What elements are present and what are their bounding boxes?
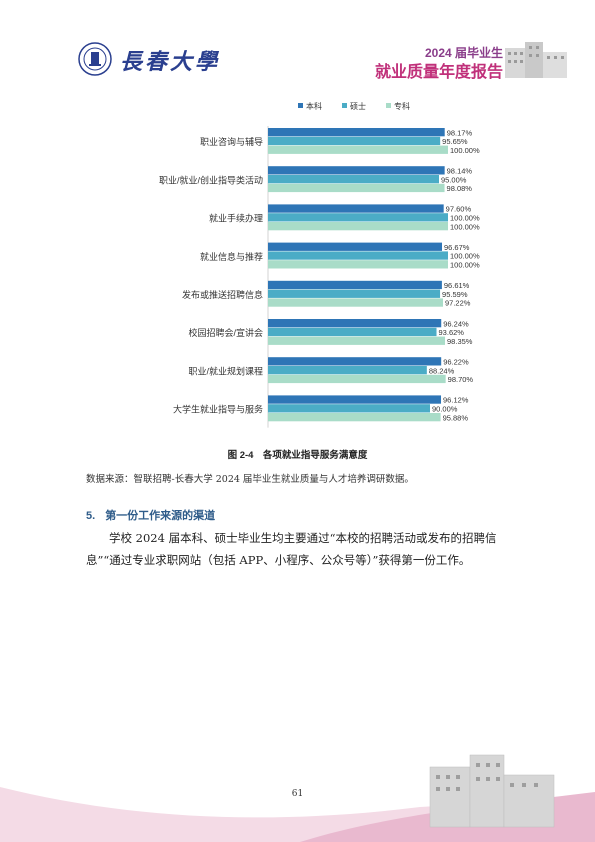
category-label: 校园招聘会/宣讲会 [188, 327, 263, 338]
data-label: 93.62% [439, 328, 465, 337]
data-label: 88.24% [429, 366, 455, 375]
data-label: 96.67% [444, 243, 470, 252]
category-label: 大学生就业指导与服务 [173, 404, 263, 415]
bar [268, 136, 441, 146]
bar [268, 327, 437, 337]
bar [268, 175, 439, 184]
legend-swatch [298, 103, 303, 108]
bar [268, 222, 448, 231]
data-label: 98.35% [447, 337, 473, 346]
university-name: 長春大學 [120, 49, 221, 75]
data-label: 100.00% [450, 252, 480, 261]
bar [268, 145, 448, 154]
data-label: 100.00% [450, 261, 480, 270]
section-heading: 5. 第一份工作来源的渠道 [86, 507, 215, 523]
data-label: 95.88% [443, 413, 469, 422]
university-logo [78, 42, 112, 76]
body-paragraph: 学校 2024 届本科、硕士毕业生均主要通过“本校的招聘活动或发布的招聘信息”“… [86, 531, 497, 567]
category-label: 职业/就业规划课程 [188, 365, 263, 376]
category-label: 发布或推送招聘信息 [182, 289, 263, 300]
data-label: 98.08% [447, 184, 473, 193]
data-label: 100.00% [450, 214, 480, 223]
bar [268, 413, 441, 422]
data-label: 95.65% [442, 137, 468, 146]
bar [268, 336, 446, 345]
data-label: 97.60% [446, 205, 472, 214]
bar [268, 395, 442, 404]
category-label: 职业/就业/创业指导类活动 [159, 174, 263, 185]
bar [268, 204, 444, 213]
footer-decoration [0, 754, 595, 842]
data-label: 90.00% [432, 405, 458, 414]
bar [268, 289, 441, 298]
data-label: 95.00% [441, 175, 467, 184]
data-label: 98.14% [447, 167, 473, 176]
data-label: 100.00% [450, 146, 480, 155]
data-label: 96.22% [443, 358, 469, 367]
bar [268, 298, 443, 307]
category-label: 就业信息与推荐 [200, 251, 263, 262]
bar [268, 260, 448, 269]
bar [268, 357, 442, 366]
legend-label: 硕士 [350, 101, 366, 111]
figure-caption: 图 2-4 各项就业指导服务满意度 [227, 450, 368, 461]
data-source-note: 数据来源：智联招聘-长春大学 2024 届毕业生就业质量与人才培养调研数据。 [86, 474, 414, 485]
legend-label: 本科 [306, 101, 322, 111]
data-label: 96.12% [443, 396, 469, 405]
bar [268, 128, 445, 137]
category-label: 就业手续办理 [209, 213, 263, 224]
legend-label: 专科 [394, 101, 410, 111]
report-year: 2024 届毕业生 [424, 46, 503, 60]
satisfaction-bar-chart: 本科 硕士 专科职业咨询与辅导98.17%95.65%100.00%职业/就业/创业… [159, 101, 480, 428]
legend-swatch [386, 103, 391, 108]
section-title: 第一份工作来源的渠道 [105, 510, 216, 522]
bar [268, 319, 442, 328]
bar [268, 374, 446, 384]
bar [268, 366, 427, 375]
section-number: 5. [86, 510, 96, 522]
bar [268, 183, 445, 193]
category-label: 职业咨询与辅导 [200, 136, 263, 147]
bar [268, 404, 430, 413]
report-title: 就业质量年度报告 [374, 64, 503, 81]
legend-swatch [342, 103, 347, 108]
data-label: 96.61% [444, 281, 470, 290]
bar [268, 166, 445, 175]
data-label: 97.22% [445, 299, 471, 308]
data-label: 95.59% [442, 290, 468, 299]
data-label: 98.17% [447, 128, 473, 137]
bar [268, 242, 443, 251]
building-illustration [505, 42, 567, 78]
data-label: 98.70% [448, 375, 474, 384]
bar [268, 251, 448, 260]
page-number: 61 [291, 789, 304, 799]
data-label: 96.24% [443, 319, 469, 328]
data-label: 100.00% [450, 222, 480, 231]
bar [268, 213, 448, 222]
bar [268, 280, 442, 290]
